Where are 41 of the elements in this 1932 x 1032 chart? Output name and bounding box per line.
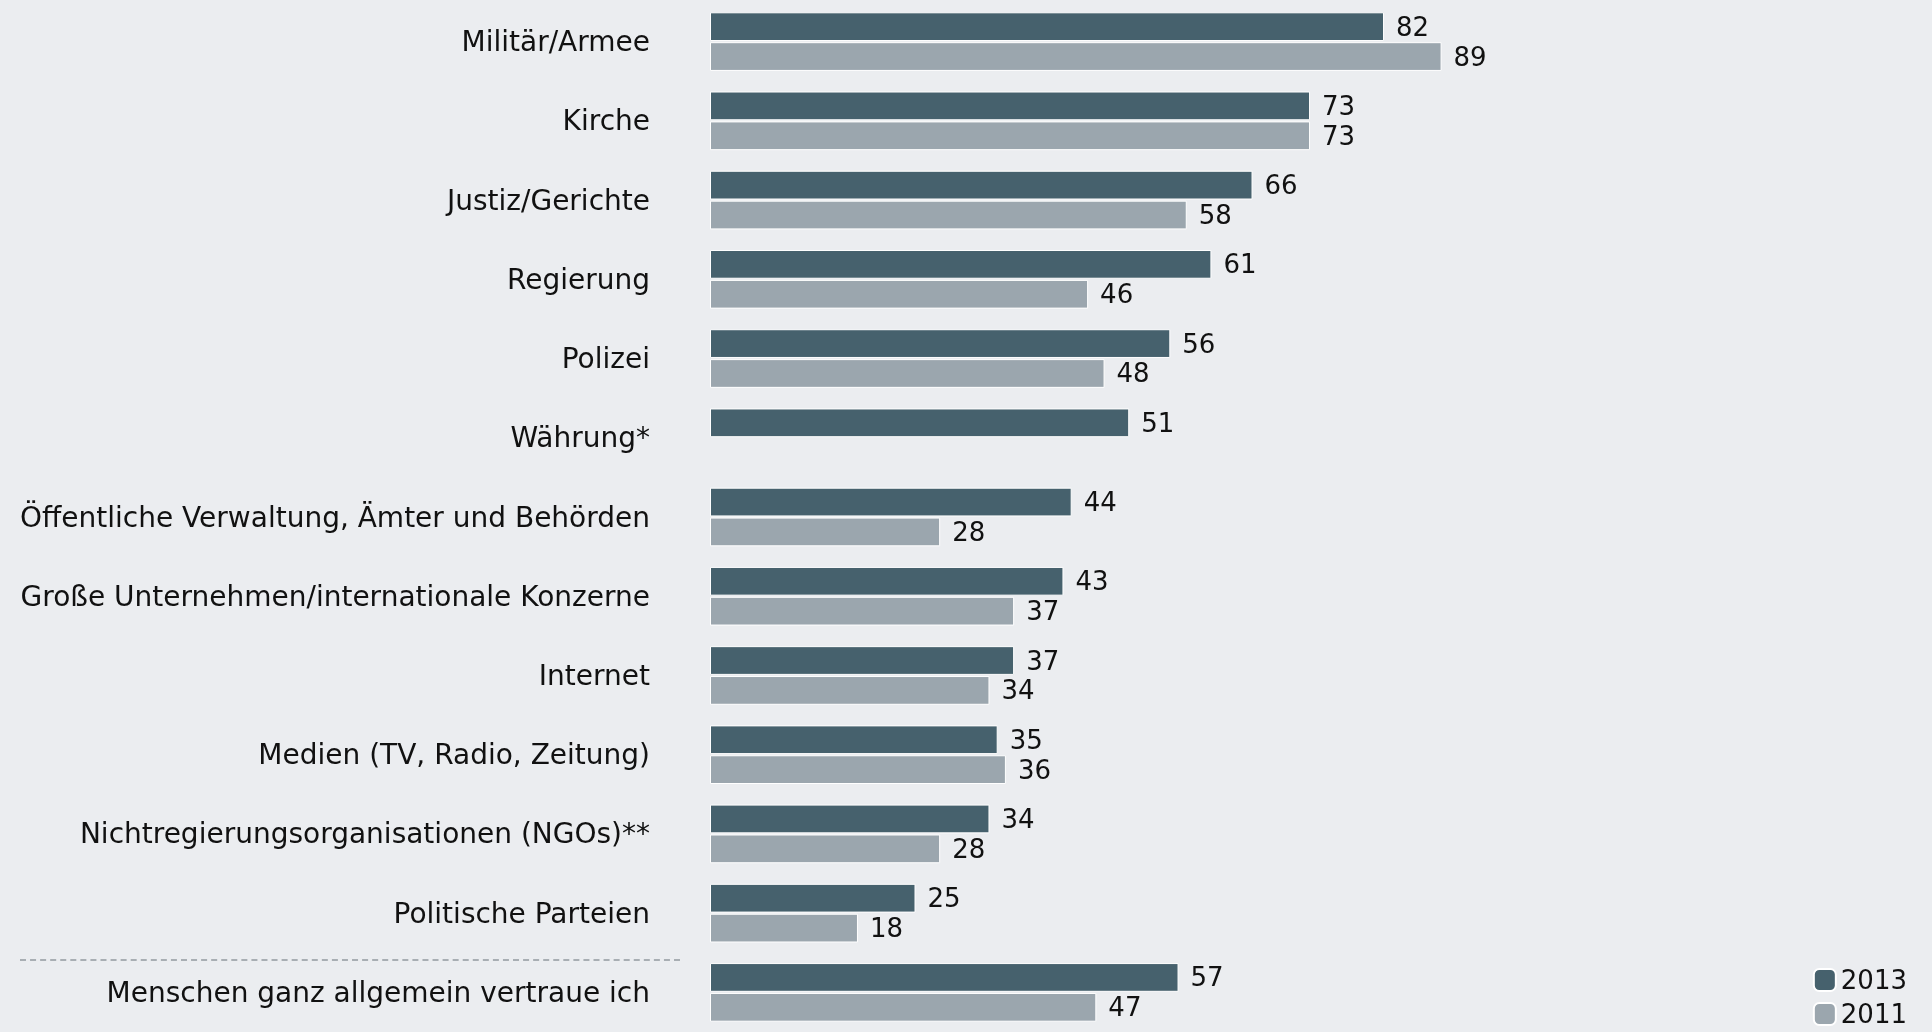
data-label: 56 (1182, 328, 1216, 359)
data-label: 73 (1322, 90, 1356, 121)
y-tick-label: Regierung (507, 262, 650, 296)
y-tick-label: Medien (TV, Radio, Zeitung) (258, 738, 650, 772)
data-label: 18 (869, 913, 904, 944)
data-label: 34 (1001, 803, 1035, 834)
y-tick-label: Kirche (562, 104, 650, 138)
y-tick-label: Internet (538, 658, 651, 692)
data-label: 58 (1198, 200, 1232, 231)
y-tick-label: Menschen ganz allgemein vertraue ich (106, 975, 650, 1009)
data-label: 43 (1075, 566, 1109, 597)
data-label: 37 (1026, 645, 1060, 676)
data-label: 57 (1190, 962, 1224, 993)
data-label: 51 (1141, 407, 1175, 438)
y-tick-label: Große Unternehmen/internationale Konzerne (20, 579, 650, 613)
legend-label: 2011 (1840, 999, 1907, 1029)
y-tick-label: Militär/Armee (461, 25, 650, 59)
y-tick-label: Justiz/Gerichte (444, 183, 650, 217)
data-label: 35 (1009, 724, 1043, 755)
data-label: 48 (1116, 358, 1150, 389)
data-label: 66 (1264, 170, 1298, 201)
data-label: 82 (1396, 11, 1430, 42)
data-label: 89 (1453, 41, 1487, 72)
data-label: 46 (1100, 279, 1134, 310)
y-tick-label: Währung* (510, 421, 650, 455)
y-tick-label: Politische Parteien (393, 896, 650, 930)
y-tick-label: Nichtregierungsorganisationen (NGOs)** (79, 817, 650, 851)
data-label: 73 (1322, 120, 1356, 151)
y-tick-label: Polizei (561, 342, 650, 376)
data-label: 44 (1083, 487, 1117, 518)
data-label: 25 (927, 883, 961, 914)
bar (710, 408, 1130, 438)
data-label: 28 (952, 516, 986, 547)
y-tick-label: Öffentliche Verwaltung, Ämter und Behörden (20, 499, 650, 534)
data-label: 37 (1026, 596, 1060, 627)
data-label: 34 (1001, 675, 1035, 706)
data-label: 28 (952, 833, 986, 864)
data-label: 61 (1223, 249, 1257, 280)
data-label: 47 (1108, 992, 1142, 1023)
legend-label: 2013 (1840, 965, 1907, 995)
data-label: 36 (1017, 754, 1052, 785)
